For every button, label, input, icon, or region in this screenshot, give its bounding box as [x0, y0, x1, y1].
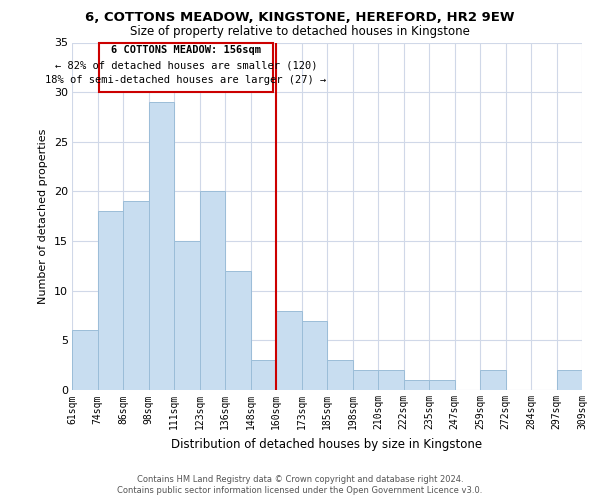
Bar — [378, 370, 404, 390]
Bar — [149, 102, 174, 390]
Bar — [353, 370, 378, 390]
Text: 6, COTTONS MEADOW, KINGSTONE, HEREFORD, HR2 9EW: 6, COTTONS MEADOW, KINGSTONE, HEREFORD, … — [85, 11, 515, 24]
Bar — [429, 380, 455, 390]
Bar — [72, 330, 97, 390]
Text: Contains HM Land Registry data © Crown copyright and database right 2024.: Contains HM Land Registry data © Crown c… — [137, 475, 463, 484]
Bar — [327, 360, 353, 390]
Text: ← 82% of detached houses are smaller (120): ← 82% of detached houses are smaller (12… — [55, 60, 317, 70]
X-axis label: Distribution of detached houses by size in Kingstone: Distribution of detached houses by size … — [172, 438, 482, 451]
Bar — [174, 241, 199, 390]
Bar — [251, 360, 276, 390]
Y-axis label: Number of detached properties: Number of detached properties — [38, 128, 48, 304]
Bar — [557, 370, 582, 390]
Bar — [97, 212, 123, 390]
Bar — [302, 320, 327, 390]
Bar — [199, 192, 225, 390]
Bar — [480, 370, 505, 390]
Text: 18% of semi-detached houses are larger (27) →: 18% of semi-detached houses are larger (… — [46, 75, 327, 85]
Bar — [276, 310, 302, 390]
FancyBboxPatch shape — [99, 42, 274, 92]
Text: Size of property relative to detached houses in Kingstone: Size of property relative to detached ho… — [130, 25, 470, 38]
Bar — [404, 380, 429, 390]
Bar — [225, 271, 251, 390]
Bar — [123, 202, 149, 390]
Text: Contains public sector information licensed under the Open Government Licence v3: Contains public sector information licen… — [118, 486, 482, 495]
Text: 6 COTTONS MEADOW: 156sqm: 6 COTTONS MEADOW: 156sqm — [111, 46, 261, 56]
